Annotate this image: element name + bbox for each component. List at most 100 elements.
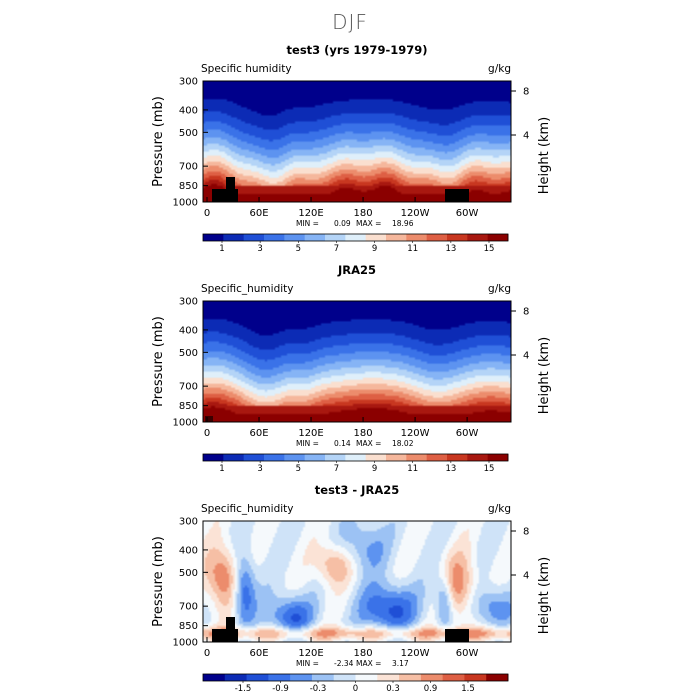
colorbar-tick-label: 15 xyxy=(484,244,495,254)
colorbar-tick-label: 3 xyxy=(257,464,262,474)
colorbar-swatch xyxy=(246,674,269,681)
colorbar-tick-label: 5 xyxy=(296,244,301,254)
colorbar: 1 3 5 7 9 11 13 15 xyxy=(202,453,509,474)
heatmap-field xyxy=(203,301,511,422)
colorbar-swatch xyxy=(426,454,448,461)
y-tick-label: 850 xyxy=(179,181,198,192)
max-label: MAX = xyxy=(356,439,381,448)
colorbar-swatch xyxy=(243,234,265,241)
colorbar-tick-label: 0.3 xyxy=(386,684,400,694)
topography-block-2 xyxy=(226,177,235,189)
x-tick-label: 120W xyxy=(401,208,430,219)
topography-block-3 xyxy=(445,629,469,642)
y-tick-label: 500 xyxy=(179,348,198,359)
colorbar-swatch xyxy=(406,454,428,461)
max-value: 18.96 xyxy=(392,219,414,228)
colorbar-swatch xyxy=(325,234,346,241)
colorbar: -1.5 -0.9 -0.3 0 0.3 0.9 1.5 xyxy=(202,673,509,694)
colorbar-tick-label: 3 xyxy=(257,244,262,254)
colorbar-swatch xyxy=(223,454,245,461)
colorbar-tick-label: 1 xyxy=(219,464,224,474)
colorbar-tick-label: -0.9 xyxy=(272,684,289,694)
colorbar-swatch xyxy=(420,674,444,681)
colorbar-swatch xyxy=(304,454,326,461)
colorbar: 1 3 5 7 9 11 13 15 xyxy=(202,233,509,254)
x-tick-label: 60E xyxy=(249,428,268,439)
colorbar-swatch xyxy=(464,674,487,681)
colorbar-tick-label: 1 xyxy=(219,244,224,254)
y-right-tick-label: 4 xyxy=(523,131,529,142)
max-value: 18.02 xyxy=(392,439,414,448)
colorbar-swatch xyxy=(333,674,356,681)
x-tick-label: 60E xyxy=(249,648,268,659)
y-tick-label: 1000 xyxy=(173,198,198,209)
topography-block-2 xyxy=(226,617,235,629)
plot-frame xyxy=(202,520,512,643)
plot-frame xyxy=(202,80,512,203)
y-axis-label: Pressure (mb) xyxy=(151,96,166,187)
colorbar-swatch xyxy=(487,454,509,461)
x-tick-label: 60E xyxy=(249,208,268,219)
colorbar-tick-label: 13 xyxy=(445,244,456,254)
page-title: DJF xyxy=(332,10,368,34)
heatmap-field xyxy=(203,521,511,642)
colorbar-swatch xyxy=(377,674,400,681)
y-right-axis-label: Height (km) xyxy=(537,557,552,634)
colorbar-swatch xyxy=(467,454,489,461)
plot-frame xyxy=(202,300,512,423)
colorbar-swatch xyxy=(290,674,313,681)
x-tick-label: 0 xyxy=(204,208,210,219)
colorbar-tick-label: 0 xyxy=(353,684,358,694)
x-tick-label: 120W xyxy=(401,648,430,659)
x-tick-label: 0 xyxy=(204,428,210,439)
y-tick-label: 700 xyxy=(179,602,198,613)
y-tick-label: 500 xyxy=(179,128,198,139)
min-label: MIN = xyxy=(296,219,319,228)
y-right-axis-label: Height (km) xyxy=(537,117,552,194)
colorbar-swatch xyxy=(399,674,422,681)
colorbar-swatch xyxy=(486,674,509,681)
y-tick-label: 700 xyxy=(179,382,198,393)
y-axis-label: Pressure (mb) xyxy=(151,536,166,627)
colorbar-swatch xyxy=(345,234,367,241)
colorbar-swatch xyxy=(203,674,226,681)
topography-block-3 xyxy=(445,189,469,202)
y-right-tick-label: 4 xyxy=(523,351,529,362)
colorbar-swatch xyxy=(223,234,245,241)
colorbar-swatch xyxy=(365,454,387,461)
min-label: MIN = xyxy=(296,439,319,448)
y-right-tick-label: 4 xyxy=(523,571,529,582)
colorbar-swatch xyxy=(264,454,285,461)
colorbar-swatch xyxy=(355,674,378,681)
colorbar-swatch xyxy=(224,674,247,681)
colorbar-frame xyxy=(202,453,509,462)
y-right-tick-label: 8 xyxy=(523,527,529,538)
colorbar-swatch xyxy=(467,234,489,241)
colorbar-tick-label: 9 xyxy=(372,244,377,254)
max-value: 3.17 xyxy=(392,659,409,668)
colorbar-swatch xyxy=(203,454,224,461)
x-tick-label: 120E xyxy=(298,208,323,219)
y-tick-label: 400 xyxy=(179,545,198,556)
y-tick-label: 700 xyxy=(179,162,198,173)
heatmap-field xyxy=(203,81,511,202)
variable-label: Specific_humidity xyxy=(201,503,294,515)
colorbar-tick-label: 11 xyxy=(407,244,418,254)
y-tick-label: 300 xyxy=(179,297,198,308)
colorbar-swatch xyxy=(447,234,468,241)
colorbar-swatch xyxy=(386,454,407,461)
x-tick-label: 180 xyxy=(354,208,373,219)
y-tick-label: 500 xyxy=(179,568,198,579)
y-right-tick-label: 8 xyxy=(523,87,529,98)
min-value: -2.34 xyxy=(334,659,354,668)
colorbar-swatch xyxy=(386,234,407,241)
colorbar-swatch xyxy=(406,234,428,241)
topography-block-1 xyxy=(205,416,213,422)
y-tick-label: 300 xyxy=(179,77,198,88)
panel-title: test3 - JRA25 xyxy=(315,483,399,497)
colorbar-swatch xyxy=(365,234,387,241)
colorbar-swatch xyxy=(284,234,306,241)
y-tick-label: 1000 xyxy=(173,638,198,649)
